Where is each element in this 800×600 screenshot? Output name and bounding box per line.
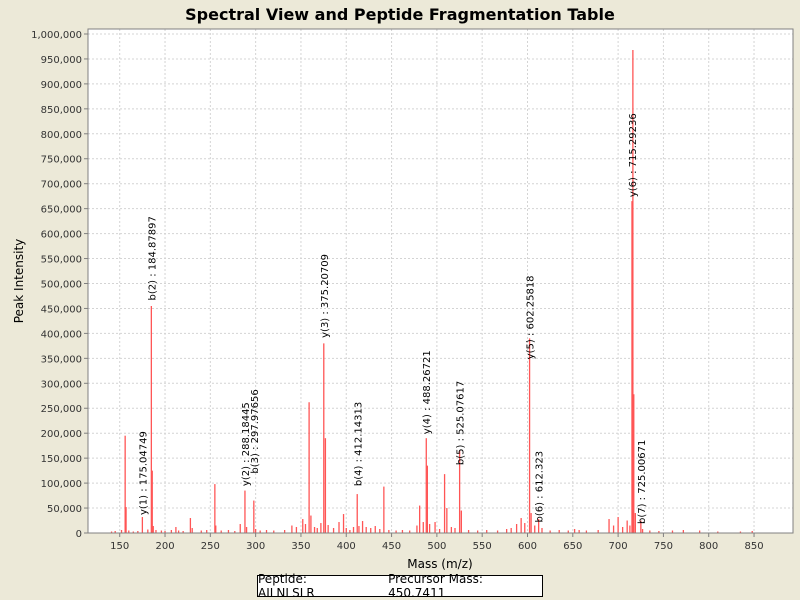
y-tick-label: 50,000 (47, 504, 82, 515)
grid-lines (88, 29, 793, 533)
y-tick-label: 500,000 (41, 279, 82, 290)
legend-peptide: Peptide: AILNLSLR (258, 572, 315, 600)
y-axis-label: Peak Intensity (12, 239, 26, 324)
x-tick-label: 400 (337, 541, 356, 552)
y-tick-label: 800,000 (41, 130, 82, 141)
peak-annotation-label: y(5) : 602.25818 (526, 275, 537, 359)
peak-annotations: y(1) : 175.04749 b(2) : 184.87897 y(2) : 2… (138, 113, 647, 524)
peak-annotation-label: b(5) : 525.07617 (456, 381, 467, 465)
y-tick-label: 0 (76, 529, 82, 540)
y-tick-label: 350,000 (41, 354, 82, 365)
peak-annotation-label: y(3) : 375.20709 (320, 254, 331, 338)
y-tick-label: 300,000 (41, 379, 82, 390)
x-tick-label: 200 (155, 541, 174, 552)
chart-title: Spectral View and Peptide Fragmentation … (185, 5, 615, 24)
plot-border (87, 28, 794, 534)
y-tick-label: 900,000 (41, 80, 82, 91)
x-tick-label: 800 (699, 541, 718, 552)
x-tick-label: 550 (473, 541, 492, 552)
y-tick-label: 450,000 (41, 304, 82, 315)
x-tick-label: 450 (382, 541, 401, 552)
y-tick-label: 950,000 (41, 55, 82, 66)
x-tick-label: 150 (110, 541, 129, 552)
y-tick-label: 700,000 (41, 180, 82, 191)
y-tick-label: 550,000 (41, 255, 82, 266)
y-tick-label: 750,000 (41, 155, 82, 166)
plot-area (88, 29, 793, 533)
y-axis: 0 50,000 100,000 150,000 200,000 250,000 300,0… (31, 30, 88, 540)
x-tick-label: 700 (609, 541, 628, 552)
peak-annotation-label: b(2) : 184.87897 (147, 216, 158, 300)
x-axis-label: Mass (m/z) (407, 557, 472, 571)
peak-annotation-label: y(6) : 715.29236 (628, 113, 639, 197)
x-tick-label: 750 (654, 541, 673, 552)
x-axis: 150 200 250 300 350 400 450 500 550 600 650 700 750 8… (110, 533, 764, 552)
peak-annotation-label: b(4) : 412.14313 (353, 402, 364, 486)
peak-annotation-label: b(7) : 725.00671 (637, 440, 648, 524)
y-tick-label: 600,000 (41, 230, 82, 241)
y-tick-label: 400,000 (41, 329, 82, 340)
peak-annotation-label: b(6) : 612.323 (535, 451, 546, 523)
x-tick-label: 250 (201, 541, 220, 552)
peak-annotation-label: b(3) : 297.97656 (250, 389, 261, 473)
peak-annotation-label: y(2) : 288.18445 (241, 402, 252, 486)
x-tick-label: 850 (744, 541, 763, 552)
y-tick-label: 100,000 (41, 479, 82, 490)
y-tick-label: 200,000 (41, 429, 82, 440)
x-tick-label: 350 (291, 541, 310, 552)
x-tick-label: 650 (563, 541, 582, 552)
y-tick-label: 250,000 (41, 404, 82, 415)
y-tick-label: 1,000,000 (31, 30, 82, 41)
peak-annotation-label: y(4) : 488.26721 (422, 350, 433, 434)
legend-precursor-mass: Precursor Mass: 450.7411 (388, 572, 483, 600)
y-tick-label: 850,000 (41, 105, 82, 116)
x-tick-label: 500 (427, 541, 446, 552)
y-tick-label: 650,000 (41, 205, 82, 216)
x-tick-label: 600 (518, 541, 537, 552)
x-tick-label: 300 (246, 541, 265, 552)
peak-annotation-label: y(1) : 175.04749 (138, 431, 149, 515)
spectrum-peaks (110, 49, 753, 533)
legend-box: Peptide: AILNLSLR Precursor Mass: 450.74… (257, 572, 543, 600)
y-tick-label: 150,000 (41, 454, 82, 465)
